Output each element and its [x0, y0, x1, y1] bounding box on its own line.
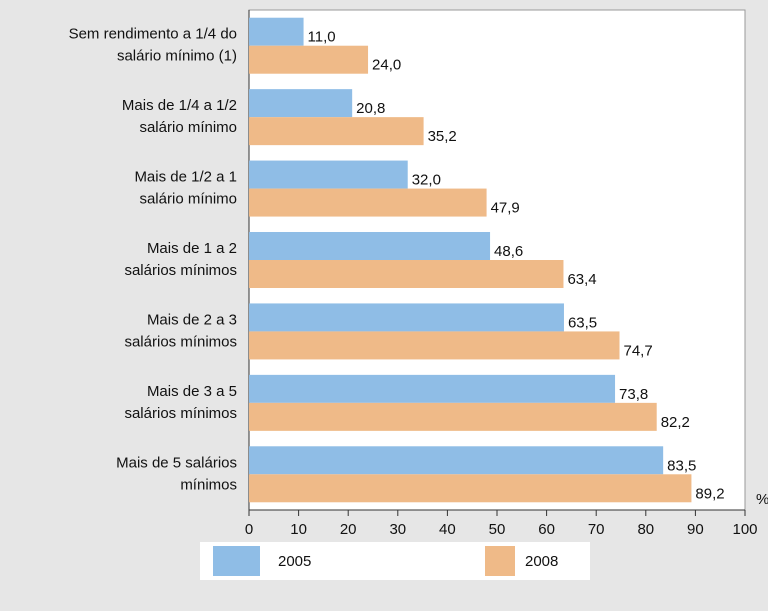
y-tick-label: Sem rendimento a 1/4 do	[69, 26, 237, 43]
x-tick-label: 50	[489, 521, 506, 538]
x-tick-label: 30	[389, 521, 406, 538]
x-tick-label: 40	[439, 521, 456, 538]
y-tick-label: Mais de 2 a 3	[147, 311, 237, 328]
value-label: 73,8	[619, 386, 648, 403]
value-label: 63,5	[568, 314, 597, 331]
bar	[249, 160, 408, 189]
bar	[249, 17, 304, 46]
y-tick-label: salário mínimo (1)	[117, 48, 237, 65]
value-label: 47,9	[491, 200, 520, 217]
value-label: 11,0	[308, 29, 336, 46]
value-label: 74,7	[624, 342, 653, 359]
value-label: 63,4	[567, 271, 596, 288]
bar	[249, 117, 424, 146]
y-tick-label: salário mínimo	[139, 119, 237, 136]
x-tick-label: 80	[637, 521, 654, 538]
x-tick-label: 60	[538, 521, 555, 538]
legend	[200, 542, 590, 580]
bar	[249, 188, 487, 217]
bar	[249, 402, 657, 431]
value-label: 89,2	[695, 485, 724, 502]
x-tick-label: 90	[687, 521, 704, 538]
bar	[249, 303, 564, 332]
y-tick-label: salários mínimos	[124, 262, 237, 279]
x-tick-label: 70	[588, 521, 605, 538]
x-tick-label: 10	[290, 521, 307, 538]
value-label: 20,8	[356, 100, 385, 117]
bar	[249, 89, 353, 118]
value-label: 82,2	[661, 414, 690, 431]
y-tick-label: salários mínimos	[124, 405, 237, 422]
bar	[249, 374, 616, 403]
x-tick-label: 100	[732, 521, 757, 538]
y-tick-label: Mais de 1/2 a 1	[134, 169, 237, 186]
x-unit: %	[756, 491, 768, 508]
bar	[249, 232, 491, 260]
x-tick-label: 20	[340, 521, 357, 538]
x-tick-label: 0	[245, 521, 253, 538]
value-label: 48,6	[494, 243, 523, 260]
y-tick-label: Mais de 5 salários	[116, 454, 237, 471]
value-label: 35,2	[428, 128, 457, 145]
y-tick-label: mínimos	[180, 476, 237, 493]
legend-swatch	[213, 546, 260, 576]
bar	[249, 474, 692, 503]
bar	[249, 331, 620, 360]
legend-swatch	[485, 546, 515, 576]
value-label: 32,0	[412, 172, 441, 189]
y-tick-label: Mais de 3 a 5	[147, 383, 237, 400]
bar	[249, 260, 564, 288]
bar	[249, 446, 664, 475]
y-tick-label: salários mínimos	[124, 333, 237, 350]
legend-label: 2005	[278, 553, 311, 570]
y-tick-label: salário mínimo	[139, 191, 237, 208]
value-label: 24,0	[372, 57, 401, 74]
value-label: 83,5	[667, 457, 696, 474]
bar	[249, 45, 369, 74]
y-tick-label: Mais de 1 a 2	[147, 240, 237, 257]
legend-label: 2008	[525, 553, 558, 570]
y-tick-label: Mais de 1/4 a 1/2	[122, 97, 237, 114]
